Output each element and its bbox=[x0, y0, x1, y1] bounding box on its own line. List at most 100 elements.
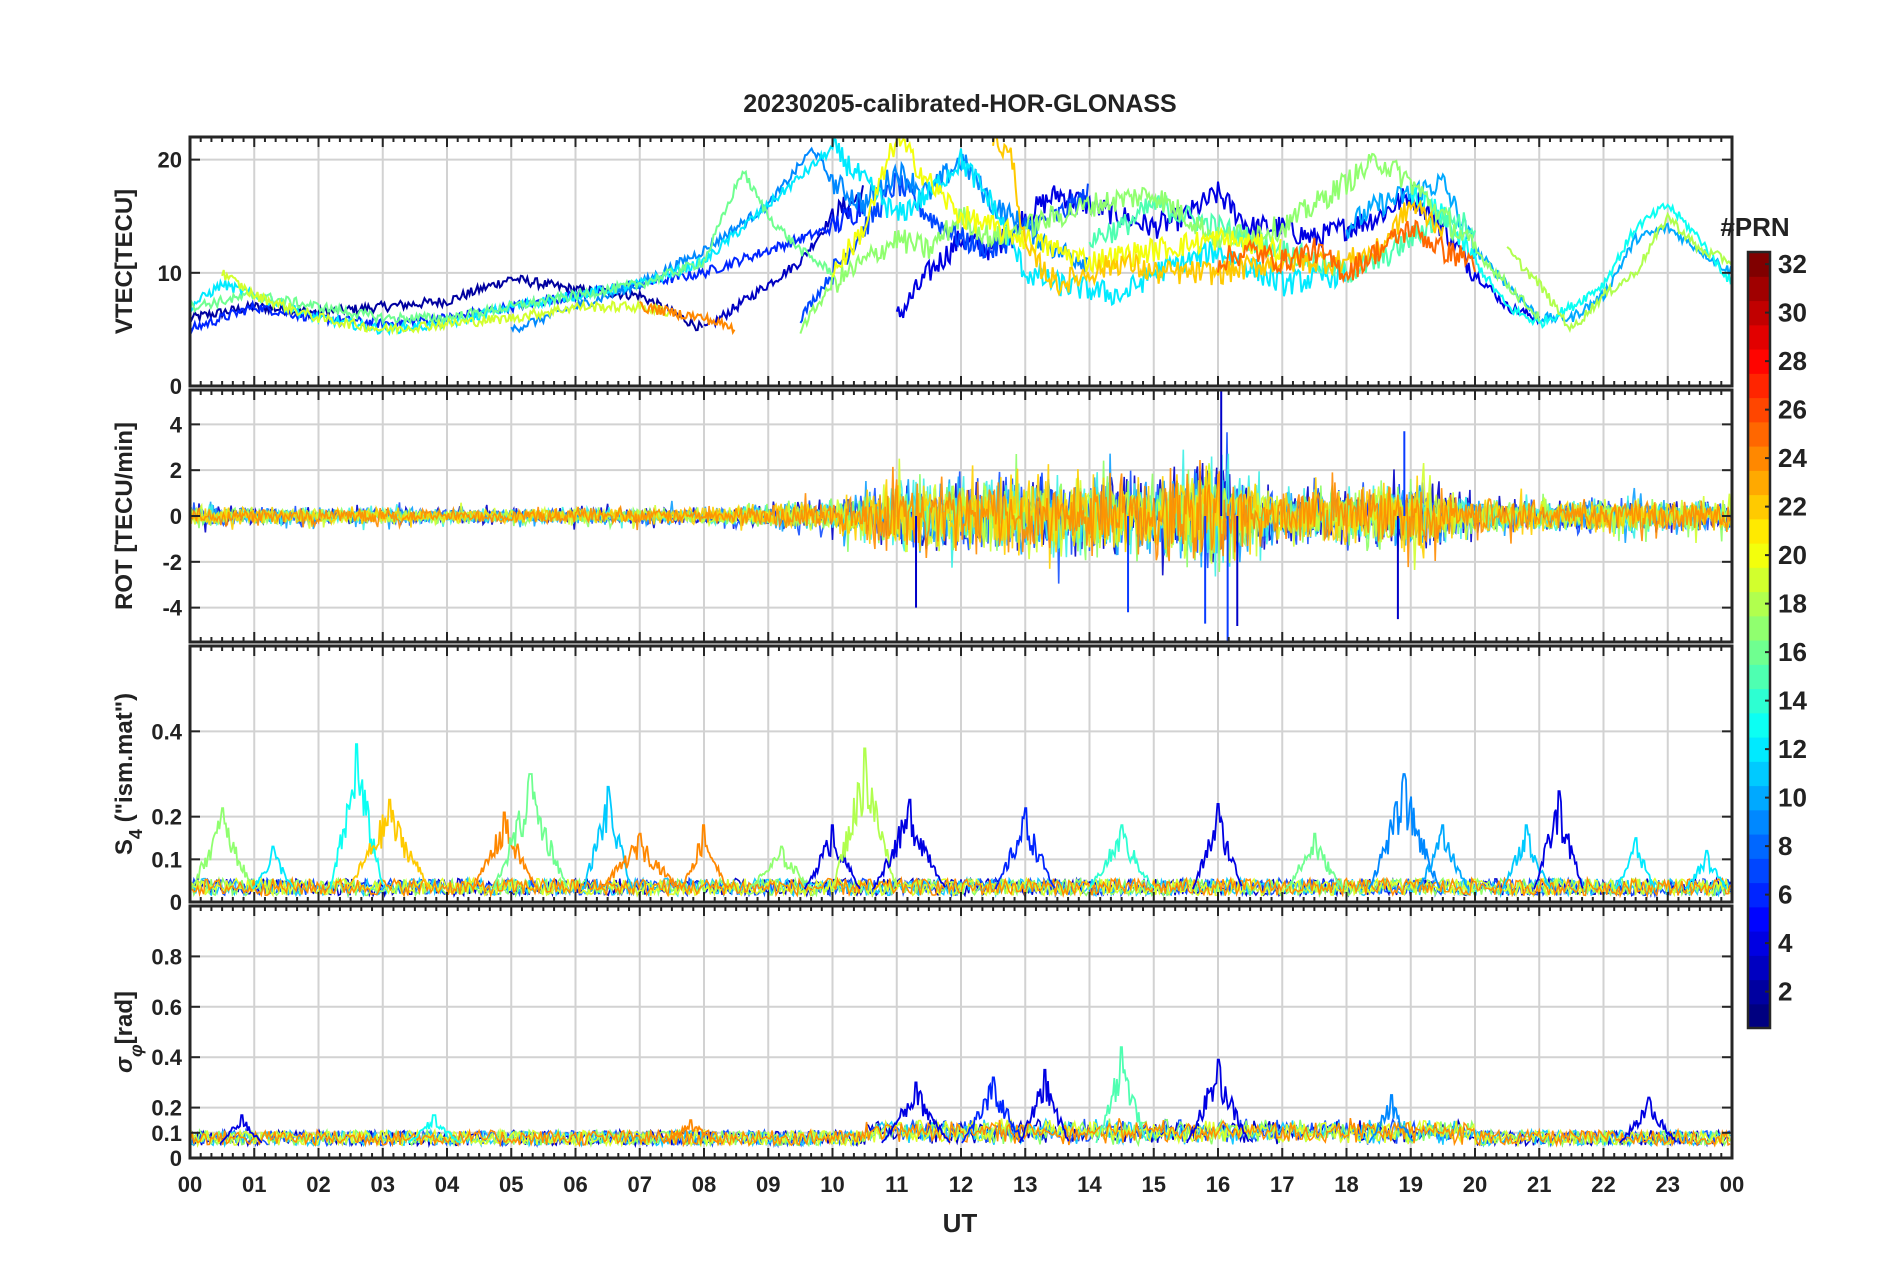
peak-prn-17 bbox=[748, 845, 814, 890]
peak-prn-11 bbox=[582, 785, 633, 890]
colorbar-swatch bbox=[1748, 397, 1770, 423]
series-prn-25 bbox=[1217, 219, 1476, 284]
colorbar-swatch bbox=[1748, 446, 1770, 471]
x-tick-label: 15 bbox=[1142, 1172, 1166, 1197]
peak-prn-11 bbox=[1501, 824, 1551, 890]
series-prn-22 bbox=[992, 137, 1444, 297]
rot-series-5 bbox=[190, 458, 1732, 571]
y-tick-label: 0 bbox=[170, 890, 182, 915]
x-tick-label: 21 bbox=[1527, 1172, 1551, 1197]
y-tick-label: 4 bbox=[170, 412, 183, 437]
colorbar-tick-label: 26 bbox=[1778, 395, 1807, 425]
peak-prn-4 bbox=[872, 798, 946, 890]
colorbar-swatch bbox=[1748, 931, 1770, 956]
colorbar-swatch bbox=[1748, 518, 1770, 544]
colorbar-swatch bbox=[1748, 712, 1770, 738]
colorbar-swatch bbox=[1748, 252, 1770, 277]
y-tick-label: -2 bbox=[162, 550, 182, 575]
colorbar-tick-label: 12 bbox=[1778, 734, 1807, 764]
colorbar-tick-label: 6 bbox=[1778, 880, 1792, 910]
colorbar-swatch bbox=[1748, 858, 1770, 884]
peak-prn-4 bbox=[220, 1114, 263, 1144]
colorbar-swatch bbox=[1748, 1003, 1770, 1029]
x-tick-label: 09 bbox=[756, 1172, 780, 1197]
x-tick-labels: 00 01 02 03 04 05 06 07 08 09 10 11 12 13 14 15 16 17 18 19… bbox=[178, 1172, 1744, 1197]
peak-prn-13 bbox=[329, 743, 384, 890]
y-tick-label: 20 bbox=[158, 148, 182, 173]
colorbar-swatch bbox=[1748, 421, 1770, 447]
y-tick-label: 0.4 bbox=[151, 719, 182, 744]
data-vtec bbox=[190, 137, 1732, 337]
colorbar-tick-label: 2 bbox=[1778, 977, 1792, 1007]
x-tick-label: 10 bbox=[820, 1172, 844, 1197]
y-tick-label: 0.2 bbox=[151, 1096, 182, 1121]
y-axis-label-vtec: VTEC[TECU] bbox=[111, 189, 138, 334]
peak-prn-15 bbox=[1095, 1046, 1148, 1144]
peak-prn-9 bbox=[1368, 1094, 1414, 1144]
series-prn-17 bbox=[799, 152, 1541, 334]
peak-prn-24 bbox=[680, 824, 727, 890]
y-tick-label: 0.6 bbox=[151, 995, 182, 1020]
peak-prn-24 bbox=[471, 811, 537, 890]
series-prn-16 bbox=[190, 169, 832, 327]
y-axis-label-s4: S4 ("ism.mat") bbox=[111, 693, 146, 855]
series-prn-18 bbox=[1506, 211, 1732, 334]
colorbar-tick-label: 4 bbox=[1778, 928, 1793, 958]
y-tick-label: 0 bbox=[170, 1146, 182, 1171]
colorbar-swatch bbox=[1748, 882, 1770, 908]
colorbar-swatch bbox=[1748, 979, 1770, 1005]
x-tick-label: 02 bbox=[306, 1172, 330, 1197]
peak-prn-10 bbox=[1416, 824, 1469, 890]
colorbar-swatch bbox=[1748, 300, 1770, 326]
rot-series-7 bbox=[190, 459, 1732, 568]
x-tick-label: 12 bbox=[949, 1172, 973, 1197]
x-tick-label: 16 bbox=[1206, 1172, 1230, 1197]
colorbar-tick-label: 22 bbox=[1778, 492, 1807, 522]
colorbar-tick-label: 8 bbox=[1778, 831, 1792, 861]
colorbar-swatch bbox=[1748, 664, 1770, 690]
y-tick-label: 0.1 bbox=[151, 1121, 182, 1146]
y-tick-label: 0.1 bbox=[151, 847, 182, 872]
colorbar-swatch bbox=[1748, 494, 1770, 520]
colorbar-swatch bbox=[1748, 737, 1770, 762]
colorbar-swatch bbox=[1748, 615, 1770, 641]
colorbar-tick-label: 14 bbox=[1778, 686, 1807, 716]
colorbar-label: #PRN bbox=[1720, 212, 1789, 242]
y-tick-label: 0.2 bbox=[151, 805, 182, 830]
x-tick-label: 11 bbox=[885, 1172, 908, 1197]
peak-prn-12 bbox=[1684, 849, 1728, 890]
y-tick-label: 0 bbox=[170, 504, 182, 529]
y-tick-label: 10 bbox=[158, 261, 182, 286]
colorbar-swatch bbox=[1748, 543, 1770, 568]
peak-prn-4 bbox=[1533, 790, 1584, 890]
data-sigma_phi bbox=[190, 1046, 1731, 1149]
y-tick-label: 0 bbox=[170, 374, 182, 399]
colorbar-swatch bbox=[1748, 324, 1770, 350]
peak-prn-14 bbox=[1088, 824, 1155, 890]
peak-prn-4 bbox=[881, 1081, 951, 1144]
y-axis-label-rot: ROT [TECU/min] bbox=[111, 422, 138, 610]
x-tick-label: 23 bbox=[1656, 1172, 1680, 1197]
series-prn-19 bbox=[221, 269, 671, 336]
y-tick-label: 0.8 bbox=[151, 944, 182, 969]
colorbar-tick-label: 30 bbox=[1778, 298, 1807, 328]
peak-prn-4 bbox=[1619, 1096, 1678, 1144]
panel-vtec: 0 10 20 VTEC[TECU] bbox=[111, 135, 1734, 399]
colorbar-swatch bbox=[1748, 688, 1770, 714]
panel-rot: -4 -2 0 2 4 ROT [TECU/min] bbox=[111, 388, 1734, 644]
peak-prn-24 bbox=[662, 1119, 719, 1144]
x-tick-label: 01 bbox=[242, 1172, 266, 1197]
x-tick-label: 18 bbox=[1334, 1172, 1358, 1197]
panel-sigma_phi: 00.10.2 0.4 0.6 0.8σφ[rad] bbox=[111, 904, 1734, 1171]
colorbar-swatch bbox=[1748, 349, 1770, 374]
colorbar-swatch bbox=[1748, 640, 1770, 665]
colorbar-swatch bbox=[1748, 567, 1770, 593]
colorbar-swatch bbox=[1748, 834, 1770, 859]
baseline-5 bbox=[190, 1117, 1731, 1148]
colorbar-swatch bbox=[1748, 276, 1770, 302]
y-tick-label: -4 bbox=[162, 596, 182, 621]
peak-prn-16 bbox=[1285, 832, 1344, 890]
